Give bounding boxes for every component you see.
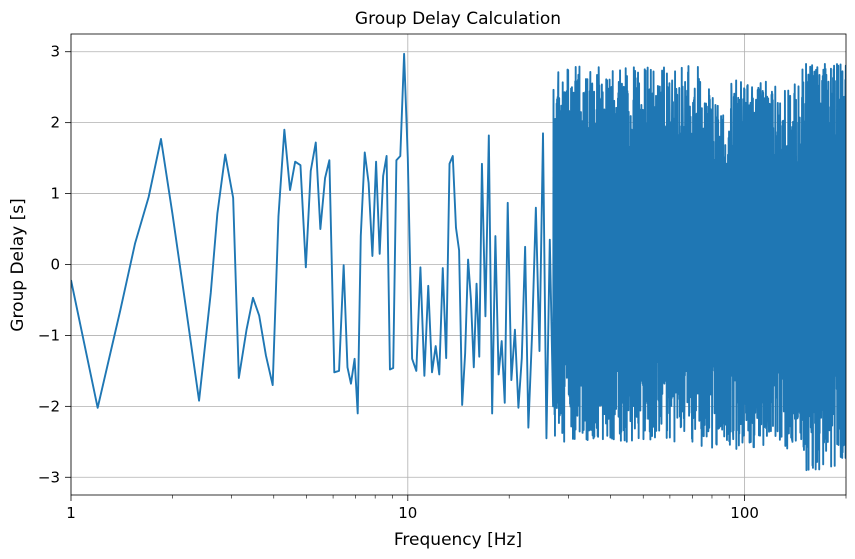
series-line (71, 52, 846, 472)
y-tick-label: 2 (50, 114, 60, 132)
y-tick-label: 3 (50, 43, 60, 61)
y-tick-label: −2 (38, 397, 60, 415)
y-tick-label: −3 (38, 468, 60, 486)
y-tick-label: 0 (50, 256, 60, 274)
axis-ticks: 1 10 100 −3 −2 −1 0 1 2 3 (38, 43, 847, 522)
x-tick-label: 1 (66, 504, 76, 522)
x-tick-label: 10 (398, 504, 417, 522)
y-tick-label: −1 (38, 326, 60, 344)
y-axis-label: Group Delay [s] (8, 198, 28, 331)
chart-title: Group Delay Calculation (355, 9, 561, 29)
y-tick-label: 1 (50, 185, 60, 203)
x-axis-label: Frequency [Hz] (394, 530, 522, 550)
x-tick-label: 100 (730, 504, 759, 522)
series-path (71, 52, 846, 472)
